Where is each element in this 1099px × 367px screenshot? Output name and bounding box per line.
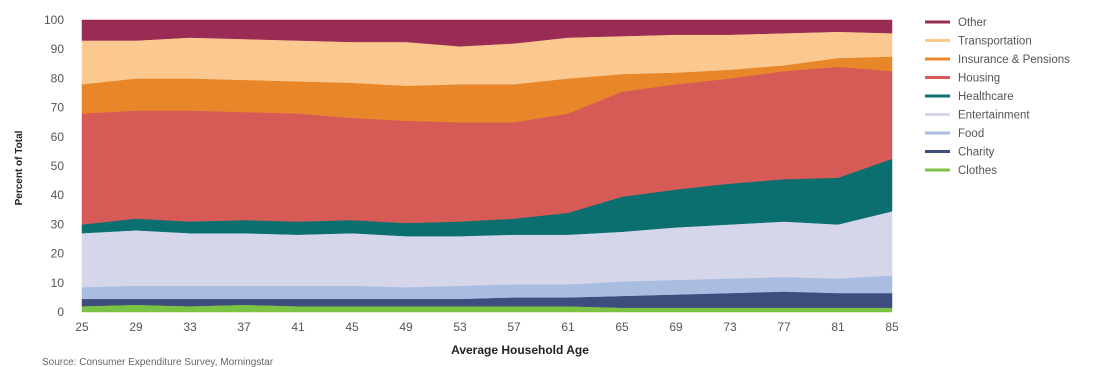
y-axis-ticks: 0 10 20 30 40 50 60 70 80 90 100 bbox=[44, 13, 64, 319]
y-tick-label: 80 bbox=[51, 71, 65, 85]
x-tick-label: 61 bbox=[561, 320, 575, 334]
y-tick-label: 60 bbox=[51, 130, 65, 144]
x-tick-label: 29 bbox=[129, 320, 143, 334]
legend-item-insurance-and-pensions: Insurance & Pensions bbox=[925, 54, 1070, 66]
x-tick-label: 41 bbox=[291, 320, 305, 334]
y-tick-label: 50 bbox=[51, 159, 65, 173]
x-tick-label: 77 bbox=[777, 320, 791, 334]
legend-label: Other bbox=[958, 17, 987, 29]
x-tick-label: 37 bbox=[237, 320, 251, 334]
x-tick-label: 53 bbox=[453, 320, 467, 334]
x-tick-label: 57 bbox=[507, 320, 521, 334]
y-tick-label: 40 bbox=[51, 188, 65, 202]
legend-label: Charity bbox=[958, 147, 995, 159]
x-tick-label: 85 bbox=[885, 320, 899, 334]
legend-item-food: Food bbox=[925, 128, 984, 140]
legend-item-charity: Charity bbox=[925, 147, 995, 159]
legend-label: Housing bbox=[958, 73, 1000, 85]
source-note: Source: Consumer Expenditure Survey, Mor… bbox=[42, 357, 274, 367]
legend-label: Transportation bbox=[958, 36, 1032, 48]
legend-label: Food bbox=[958, 128, 984, 140]
area-layer bbox=[81, 19, 893, 313]
legend-label: Healthcare bbox=[958, 91, 1014, 103]
x-tick-label: 45 bbox=[345, 320, 359, 334]
area-other bbox=[81, 19, 893, 47]
legend-label: Entertainment bbox=[958, 110, 1030, 122]
y-tick-label: 0 bbox=[57, 305, 64, 319]
legend-item-entertainment: Entertainment bbox=[925, 110, 1030, 122]
legend-label: Insurance & Pensions bbox=[958, 54, 1070, 66]
y-axis-label: Percent of Total bbox=[14, 130, 25, 205]
y-tick-label: 20 bbox=[51, 247, 65, 261]
x-tick-label: 73 bbox=[723, 320, 737, 334]
x-tick-label: 81 bbox=[831, 320, 845, 334]
x-tick-label: 69 bbox=[669, 320, 683, 334]
x-axis-ticks: 25 29 33 37 41 45 49 53 57 61 65 69 73 77 81 85 bbox=[75, 320, 899, 334]
legend: Other Transportation Insurance & Pensions H… bbox=[925, 17, 1070, 177]
x-tick-label: 65 bbox=[615, 320, 629, 334]
legend-item-clothes: Clothes bbox=[925, 165, 997, 177]
y-tick-label: 90 bbox=[51, 42, 65, 56]
x-tick-label: 49 bbox=[399, 320, 413, 334]
y-tick-label: 10 bbox=[51, 276, 65, 290]
x-tick-label: 25 bbox=[75, 320, 89, 334]
legend-item-housing: Housing bbox=[925, 73, 1000, 85]
y-tick-label: 30 bbox=[51, 217, 65, 231]
legend-item-other: Other bbox=[925, 17, 987, 29]
x-axis-label: Average Household Age bbox=[451, 343, 589, 357]
legend-item-transportation: Transportation bbox=[925, 36, 1032, 48]
legend-item-healthcare: Healthcare bbox=[925, 91, 1014, 103]
y-tick-label: 100 bbox=[44, 13, 64, 27]
y-tick-label: 70 bbox=[51, 101, 65, 115]
legend-label: Clothes bbox=[958, 165, 997, 177]
x-tick-label: 33 bbox=[183, 320, 197, 334]
